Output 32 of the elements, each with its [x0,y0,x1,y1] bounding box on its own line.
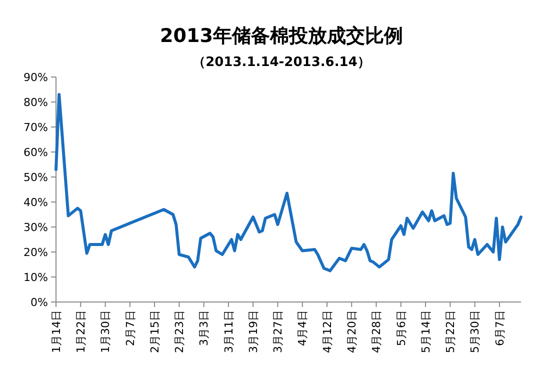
x-tick-label: 6月7日 [493,310,506,346]
x-tick-label: 5月14日 [419,310,432,353]
y-tick-label: 20% [24,246,48,259]
x-tick-label: 2月15日 [148,310,162,353]
y-tick-label: 90% [24,70,48,84]
chart-subtitle: （2013.1.14-2013.6.14） [192,55,370,70]
x-tick-label: 3月3日 [198,310,211,346]
x-tick-label: 4月20日 [345,310,358,353]
x-tick-label: 2月7日 [124,310,137,346]
x-tick-label: 1月22日 [74,310,88,353]
x-tick-label: 1月30日 [99,310,112,353]
x-tick-label: 1月14日 [50,310,63,353]
y-tick-label: 10% [24,270,48,284]
y-tick-label: 40% [24,196,48,209]
x-tick-label: 5月6日 [394,310,408,346]
chart-title: 2013年储备棉投放成交比例 [160,25,403,47]
x-tick-label: 2月23日 [173,310,186,353]
line-series [54,93,522,272]
x-tick-label: 3月11日 [222,310,236,353]
x-tick-label: 4月12日 [320,310,334,353]
x-tick-label: 4月28日 [370,310,384,353]
x-tick-label: 5月22日 [444,310,458,353]
x-tick-label: 4月4日 [296,310,310,346]
y-tick-label: 60% [24,146,48,159]
y-tick-label: 70% [24,120,48,134]
x-tick-label: 5月30日 [468,310,482,353]
y-tick-label: 80% [24,96,48,109]
y-tick-label: 30% [24,220,48,234]
y-tick-label: 50% [24,170,48,184]
x-tick-label: 3月27日 [272,310,285,353]
y-tick-label: 0% [30,296,48,309]
x-tick-label: 3月19日 [246,310,260,353]
